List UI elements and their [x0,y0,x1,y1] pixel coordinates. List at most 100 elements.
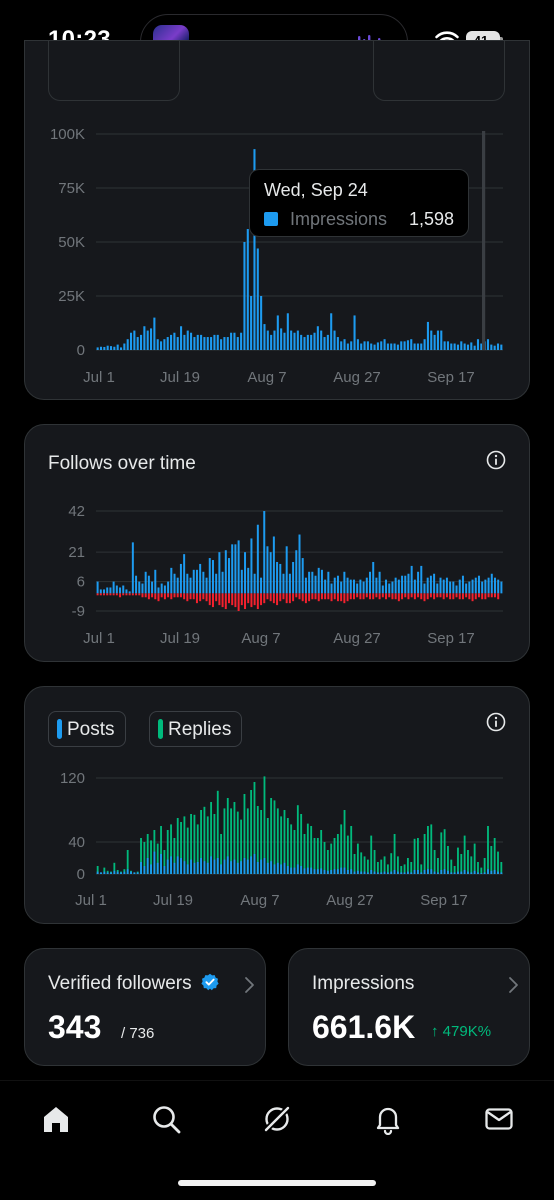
bar [143,866,146,874]
impressions-stat-card[interactable]: Impressions 661.6K ↑ 479K% [288,948,530,1066]
bar [410,565,413,594]
bar [304,593,307,604]
follows-bar-chart[interactable]: -9 6 21 42 Jul 1 Jul 19 Aug 7 Aug 27 Sep 17 [25,425,531,663]
bar [349,579,352,594]
bar [276,862,279,874]
bar [426,593,429,600]
bar [330,593,333,602]
bar [427,869,429,874]
posts-swatch [57,719,62,739]
verified-followers-card[interactable]: Verified followers 343 / 736 [24,948,266,1066]
bar [283,862,286,874]
bar [385,579,388,594]
bar [373,871,376,874]
bar [147,593,150,600]
bar [103,593,106,596]
bar [369,593,371,600]
bar [150,840,152,874]
bar [147,575,150,594]
bar [256,524,259,594]
bar [279,563,282,594]
bar [452,593,455,600]
bar [433,573,436,594]
home-icon[interactable] [40,1103,72,1135]
metric-selector[interactable] [373,41,505,101]
bar [183,816,186,874]
bar [393,834,396,874]
bar [253,854,256,874]
bar [160,583,163,594]
messages-icon[interactable] [483,1103,515,1135]
bar [320,830,323,874]
bar [210,856,213,874]
bar [122,593,125,596]
grok-icon[interactable] [261,1103,293,1135]
bar [243,858,246,874]
bar [109,346,113,350]
bar [295,593,298,598]
bar [359,579,362,594]
bar [263,511,266,594]
impressions-chart-card: 0 25K 50K 75K 100K Jul 1 Jul 19 Aug 7 Aug 27 Sep … [24,40,530,400]
bar [151,593,154,598]
bar [170,593,173,600]
home-indicator[interactable] [178,1180,376,1186]
bar [196,862,199,874]
info-icon[interactable] [486,712,506,732]
search-icon[interactable] [150,1103,182,1135]
bar [112,593,115,596]
date-range-selector[interactable] [48,41,180,101]
bar [393,870,396,874]
bar [192,569,195,594]
bar [123,871,126,874]
bar [497,871,499,874]
bar [176,593,179,598]
bar [126,339,129,350]
bar [350,826,353,874]
bar [106,345,109,350]
bar [487,826,489,874]
bar [115,593,118,596]
bar [240,593,243,606]
bar [486,339,490,350]
bar [470,342,473,350]
bar [388,583,391,594]
bar [445,593,448,598]
bar [163,866,166,874]
bar [223,808,226,874]
bar [484,593,487,600]
bar [266,818,269,874]
bar [349,593,352,600]
bar [173,573,176,594]
bar [106,593,109,596]
bar [272,593,275,604]
bar [340,867,343,874]
bar [115,585,118,594]
bar [391,581,394,594]
bar [420,565,423,594]
bar [493,870,496,874]
legend-replies-toggle[interactable]: Replies [149,711,242,747]
bar [493,577,496,594]
bar [180,858,182,874]
bar [300,866,303,874]
bar [311,571,314,594]
bar [443,341,446,350]
posts-replies-bar-chart[interactable]: 0 40 120 Jul 1 Jul 19 Aug 7 Aug 27 Sep 17 [25,687,531,925]
bar [437,872,439,874]
bar [303,868,306,874]
info-icon[interactable] [486,450,506,470]
bar [244,593,247,610]
chevron-right-icon [245,977,254,993]
bar [122,585,125,594]
bar [183,334,186,350]
bar [250,296,253,350]
bar [133,872,136,874]
bar [407,858,409,874]
follows-title: Follows over time [48,453,196,474]
notifications-icon[interactable] [372,1103,404,1135]
bar [359,593,362,600]
bar [378,593,381,600]
legend-posts-toggle[interactable]: Posts [48,711,126,747]
bar [471,593,474,602]
